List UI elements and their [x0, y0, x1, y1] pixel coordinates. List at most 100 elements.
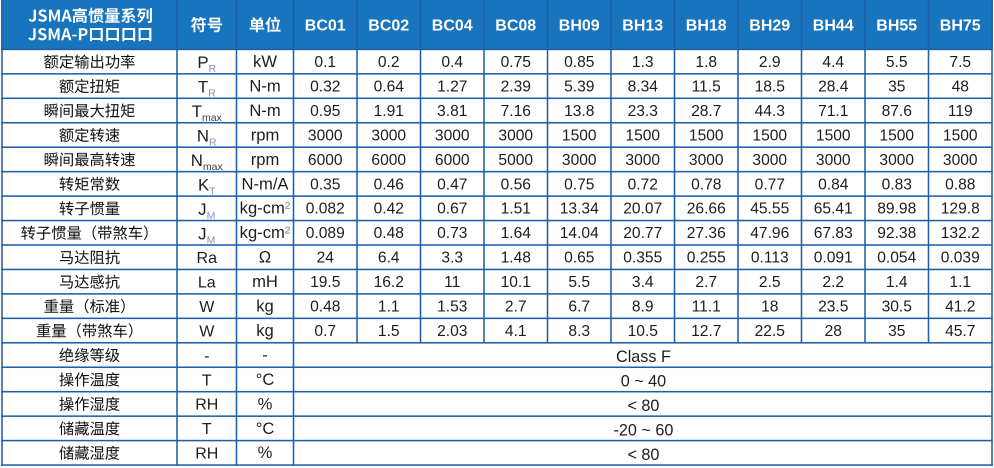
svg-text:28.4: 28.4 — [818, 78, 849, 95]
svg-text:kg-cm²: kg-cm² — [240, 199, 291, 218]
svg-text:1500: 1500 — [625, 127, 660, 144]
svg-text:20.77: 20.77 — [623, 225, 662, 242]
svg-text:4.4: 4.4 — [822, 54, 844, 71]
svg-text:Ω: Ω — [259, 248, 271, 267]
svg-text:5.39: 5.39 — [564, 78, 594, 95]
svg-text:12.7: 12.7 — [691, 323, 721, 340]
svg-text:0.42: 0.42 — [374, 201, 404, 218]
svg-text:3000: 3000 — [371, 127, 406, 144]
svg-text:RH: RH — [195, 446, 218, 463]
svg-text:119: 119 — [948, 103, 973, 120]
svg-text:°C: °C — [256, 370, 275, 389]
svg-text:0 ~ 40: 0 ~ 40 — [621, 373, 666, 391]
svg-text:0.4: 0.4 — [441, 54, 463, 71]
svg-text:0.84: 0.84 — [818, 176, 849, 193]
svg-text:92.38: 92.38 — [877, 225, 916, 242]
svg-text:35: 35 — [888, 78, 906, 95]
svg-text:0.75: 0.75 — [564, 176, 595, 193]
svg-text:6000: 6000 — [371, 152, 406, 169]
svg-text:W: W — [199, 299, 215, 316]
svg-text:22.5: 22.5 — [755, 323, 786, 340]
svg-text:1.4: 1.4 — [886, 274, 908, 291]
svg-text:BH13: BH13 — [622, 17, 663, 34]
svg-text:11: 11 — [444, 274, 460, 291]
svg-text:kg-cm²: kg-cm² — [240, 223, 291, 242]
svg-text:0.72: 0.72 — [628, 176, 658, 193]
svg-text:rpm: rpm — [251, 125, 280, 144]
svg-text:3.81: 3.81 — [437, 103, 467, 120]
svg-text:0.88: 0.88 — [945, 176, 975, 193]
svg-text:1.5: 1.5 — [378, 323, 400, 340]
svg-text:2.5: 2.5 — [759, 274, 781, 291]
svg-text:0.089: 0.089 — [306, 225, 345, 242]
svg-text:28.7: 28.7 — [691, 103, 721, 120]
svg-text:BC02: BC02 — [368, 17, 409, 34]
svg-text:1.53: 1.53 — [437, 299, 467, 316]
svg-text:48: 48 — [952, 78, 969, 95]
svg-text:La: La — [198, 274, 216, 291]
svg-text:3000: 3000 — [435, 127, 470, 144]
svg-text:T: T — [202, 372, 212, 389]
svg-text:0.082: 0.082 — [306, 201, 345, 218]
svg-text:3000: 3000 — [625, 152, 660, 169]
svg-text:< 80: < 80 — [627, 446, 659, 464]
svg-text:2.7: 2.7 — [695, 274, 717, 291]
svg-text:6.7: 6.7 — [568, 299, 590, 316]
svg-text:-20 ~ 60: -20 ~ 60 — [614, 422, 674, 440]
svg-text:0.255: 0.255 — [687, 250, 726, 267]
svg-text:N-m: N-m — [249, 101, 280, 120]
svg-text:0.2: 0.2 — [378, 54, 400, 71]
svg-text:0.75: 0.75 — [501, 54, 532, 71]
svg-text:kW: kW — [253, 52, 277, 71]
svg-text:6.4: 6.4 — [378, 250, 400, 267]
svg-text:-: - — [204, 348, 209, 365]
svg-text:23.5: 23.5 — [818, 299, 849, 316]
svg-text:87.6: 87.6 — [882, 103, 912, 120]
svg-text:13.8: 13.8 — [564, 103, 594, 120]
svg-text:5.5: 5.5 — [568, 274, 590, 291]
svg-text:6000: 6000 — [308, 152, 343, 169]
svg-text:11.5: 11.5 — [692, 78, 722, 95]
svg-text:BH29: BH29 — [749, 17, 790, 34]
svg-text:20.07: 20.07 — [623, 201, 662, 218]
svg-text:1.3: 1.3 — [632, 54, 654, 71]
svg-text:13.34: 13.34 — [560, 201, 599, 218]
svg-text:0.56: 0.56 — [501, 176, 531, 193]
svg-text:23.3: 23.3 — [628, 103, 658, 120]
svg-text:8.3: 8.3 — [568, 323, 590, 340]
svg-text:8.9: 8.9 — [632, 299, 654, 316]
svg-text:45.55: 45.55 — [750, 201, 789, 218]
svg-text:BH75: BH75 — [940, 17, 981, 34]
svg-text:6000: 6000 — [435, 152, 470, 169]
svg-text:3000: 3000 — [562, 152, 597, 169]
svg-text:0.35: 0.35 — [310, 176, 341, 193]
svg-text:0.091: 0.091 — [814, 250, 853, 267]
svg-text:0.039: 0.039 — [941, 250, 980, 267]
svg-text:1.1: 1.1 — [949, 274, 971, 291]
svg-text:0.054: 0.054 — [877, 250, 916, 267]
svg-text:3000: 3000 — [308, 127, 343, 144]
svg-text:0.113: 0.113 — [751, 250, 789, 267]
svg-text:24: 24 — [317, 250, 335, 267]
svg-text:10.5: 10.5 — [628, 323, 659, 340]
svg-text:1500: 1500 — [943, 127, 978, 144]
svg-text:0.77: 0.77 — [755, 176, 785, 193]
svg-text:0.85: 0.85 — [564, 54, 595, 71]
svg-text:BH55: BH55 — [876, 17, 917, 34]
svg-text:1.64: 1.64 — [501, 225, 532, 242]
svg-text:67.83: 67.83 — [814, 225, 853, 242]
svg-text:kg: kg — [256, 321, 274, 340]
svg-text:0.73: 0.73 — [437, 225, 467, 242]
svg-text:18: 18 — [761, 299, 778, 316]
svg-text:BC04: BC04 — [432, 17, 473, 34]
svg-text:3.3: 3.3 — [441, 250, 463, 267]
svg-text:0.48: 0.48 — [310, 299, 340, 316]
svg-text:0.65: 0.65 — [564, 250, 595, 267]
svg-text:0.32: 0.32 — [310, 78, 340, 95]
svg-text:89.98: 89.98 — [877, 201, 916, 218]
svg-text:7.5: 7.5 — [949, 54, 971, 71]
svg-text:0.48: 0.48 — [374, 225, 404, 242]
svg-text:1.51: 1.51 — [501, 201, 531, 218]
svg-text:30.5: 30.5 — [882, 299, 913, 316]
svg-text:W: W — [199, 323, 215, 340]
